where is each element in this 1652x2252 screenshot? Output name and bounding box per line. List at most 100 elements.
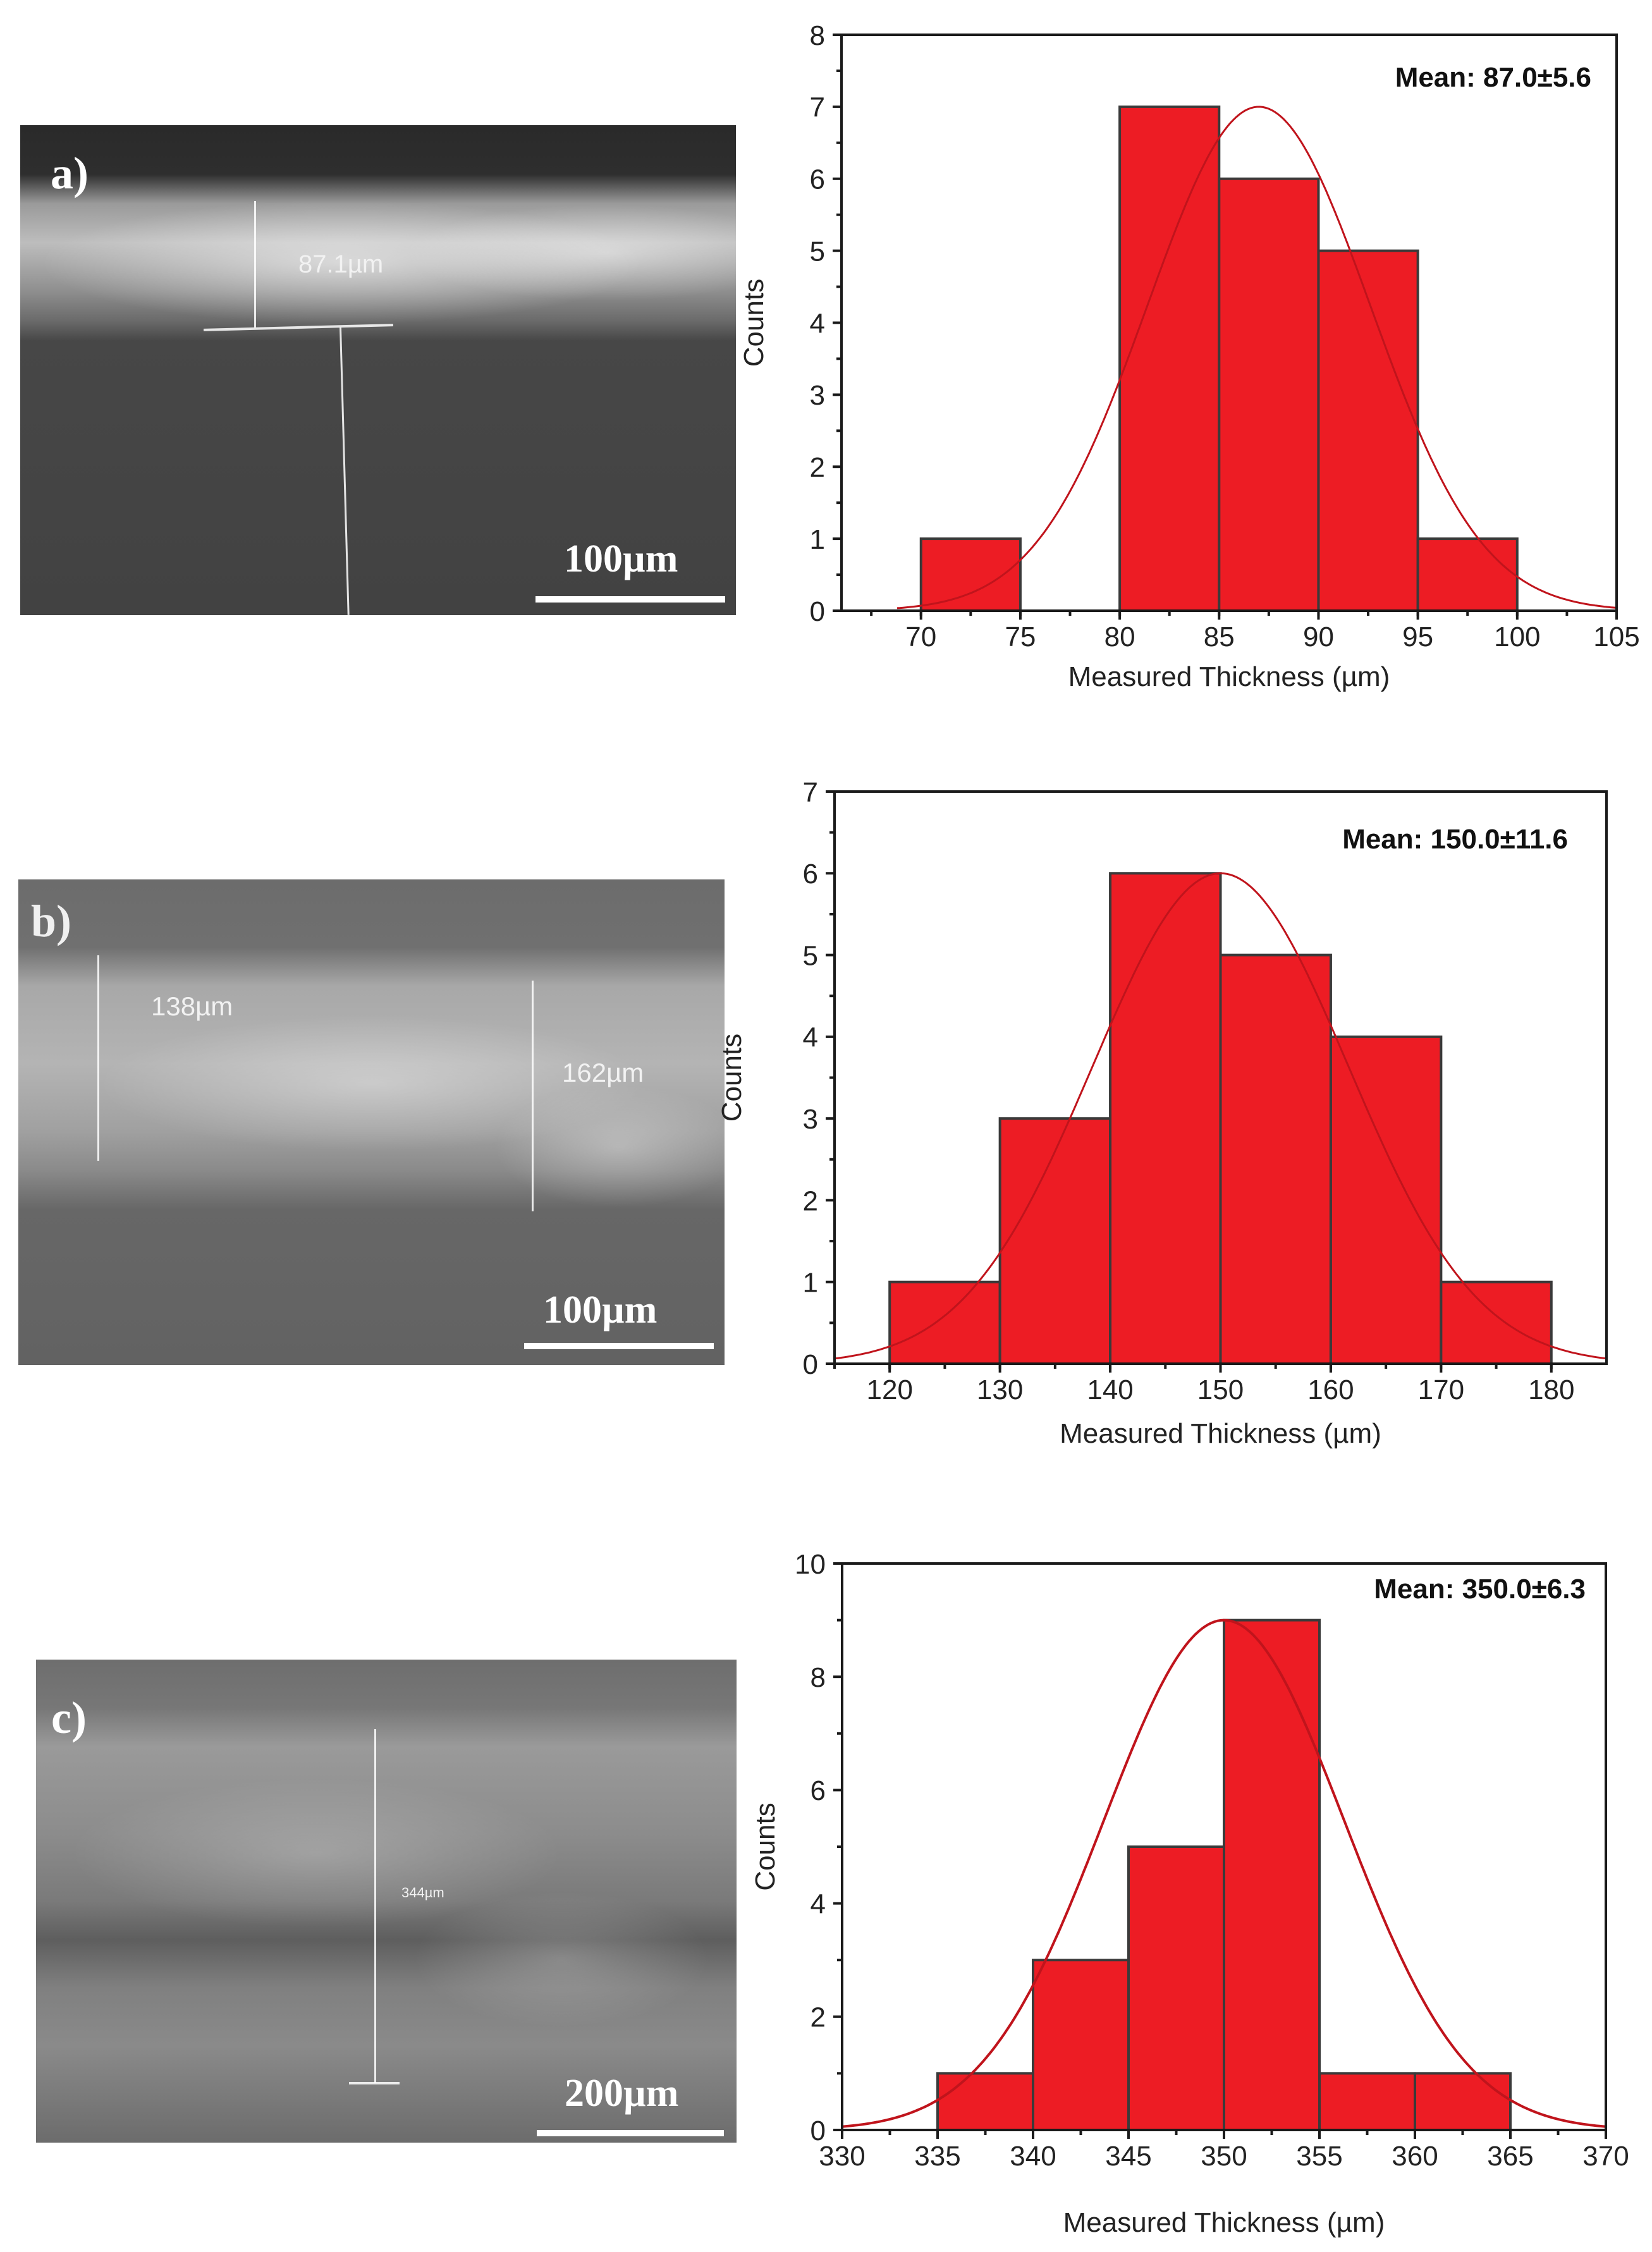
- y-tick-label: 6: [810, 164, 825, 195]
- histogram-bar: [1440, 1280, 1553, 1365]
- x-tick-label: 150: [1197, 1374, 1244, 1405]
- scale-bar-label: 200µm: [565, 2072, 679, 2115]
- histogram-bar: [1118, 105, 1221, 612]
- sem-image-a: a) 87.1µm 100µm: [20, 125, 736, 615]
- mean-annotation: Mean: 350.0±6.3: [1374, 1574, 1586, 1605]
- x-tick-label: 370: [1582, 2141, 1629, 2172]
- measurement-line-right: [532, 981, 534, 1211]
- y-tick-label: 10: [795, 1549, 826, 1580]
- scale-bar-label: 100µm: [564, 537, 678, 580]
- histogram-bar: [919, 537, 1022, 612]
- measurement-label: 344µm: [401, 1885, 444, 1900]
- scale-bar: [537, 2130, 724, 2136]
- gaussian-fit-curve: [834, 872, 1607, 1360]
- histogram-bar: [888, 1280, 1001, 1365]
- measurement-line: [374, 1729, 376, 2083]
- y-tick-label: 7: [810, 92, 825, 123]
- x-tick-label: 170: [1418, 1374, 1464, 1405]
- sem-image-c: c) 344µm 200µm: [36, 1660, 737, 2143]
- panel-label-c: c): [51, 1692, 87, 1743]
- y-tick-label: 6: [811, 1775, 826, 1806]
- histogram-bar: [1329, 1035, 1443, 1366]
- x-tick-label: 365: [1487, 2141, 1533, 2172]
- mean-annotation: Mean: 87.0±5.6: [1395, 62, 1591, 93]
- mean-annotation: Mean: 150.0±11.6: [1342, 824, 1568, 855]
- x-tick-label: 80: [1104, 621, 1135, 652]
- histogram-bar: [936, 2072, 1034, 2131]
- x-tick-label: 330: [819, 2141, 865, 2172]
- measurement-label: 87.1µm: [298, 250, 384, 278]
- y-tick-label: 0: [811, 2115, 826, 2146]
- y-tick-label: 5: [803, 940, 818, 971]
- x-tick-label: 85: [1204, 621, 1235, 652]
- x-tick-label: 95: [1402, 621, 1433, 652]
- panel-label-b: b): [31, 896, 72, 946]
- y-tick-label: 1: [810, 524, 825, 555]
- y-tick-label: 8: [811, 1662, 826, 1693]
- x-tick-label: 75: [1005, 621, 1036, 652]
- histogram-bar: [1032, 1959, 1130, 2131]
- y-tick-label: 0: [803, 1349, 818, 1380]
- x-tick-label: 360: [1392, 2141, 1438, 2172]
- x-axis-label: Measured Thickness (µm): [1068, 661, 1390, 692]
- x-tick-label: 180: [1528, 1374, 1574, 1405]
- y-axis-label: Counts: [738, 279, 769, 367]
- scale-bar: [535, 596, 725, 603]
- histogram-bar: [1109, 872, 1222, 1366]
- y-tick-label: 2: [803, 1185, 818, 1216]
- histogram-bar: [1318, 2072, 1416, 2131]
- x-axis-label: Measured Thickness (µm): [1063, 2207, 1385, 2238]
- gaussian-fit-curve: [841, 1619, 1606, 2128]
- x-tick-label: 130: [977, 1374, 1023, 1405]
- x-tick-label: 160: [1307, 1374, 1354, 1405]
- y-tick-label: 2: [811, 2002, 826, 2033]
- y-axis-label: Counts: [750, 1802, 781, 1890]
- x-tick-label: 345: [1105, 2141, 1151, 2172]
- y-tick-label: 0: [810, 596, 825, 627]
- y-tick-label: 6: [803, 859, 818, 890]
- measurement-label-right: 162µm: [562, 1058, 644, 1087]
- y-tick-label: 3: [810, 380, 825, 411]
- sem-image-b: b) 138µm 162µm 100µm: [18, 879, 725, 1365]
- measurement-line: [254, 201, 256, 327]
- x-tick-label: 340: [1010, 2141, 1056, 2172]
- panel-label-a: a): [51, 148, 89, 199]
- histogram-bar: [1416, 537, 1519, 612]
- y-axis-label: Counts: [716, 1034, 747, 1122]
- x-tick-label: 355: [1296, 2141, 1342, 2172]
- measurement-label-left: 138µm: [151, 991, 233, 1021]
- histogram-bar: [998, 1117, 1112, 1365]
- x-tick-label: 105: [1593, 621, 1639, 652]
- measurement-line-left: [97, 955, 99, 1161]
- measurement-baseline: [349, 2082, 400, 2084]
- histogram-b: 0 1 2 3 4 5 6 7 120 130 140 150 160 170 180 Measured Th…: [716, 777, 1608, 1449]
- histogram-a: 0 1 2 3 4 5 6 7 8 70 75 80 85 90 95 100 105 Measured Thic…: [738, 20, 1640, 692]
- x-tick-label: 90: [1303, 621, 1334, 652]
- y-tick-label: 4: [810, 308, 825, 339]
- histogram-bar: [1218, 177, 1320, 612]
- y-tick-label: 5: [810, 236, 825, 267]
- x-tick-label: 70: [905, 621, 936, 652]
- y-tick-label: 1: [803, 1268, 818, 1299]
- histogram-bar: [1219, 953, 1332, 1365]
- y-tick-label: 3: [803, 1104, 818, 1135]
- scale-bar-label: 100µm: [543, 1288, 658, 1331]
- x-tick-label: 140: [1087, 1374, 1133, 1405]
- histogram-bar: [1127, 1845, 1225, 2131]
- y-tick-label: 4: [811, 1888, 826, 1919]
- scale-bar: [524, 1343, 714, 1349]
- histogram-c: 0 2 4 6 8 10 330 335 340 345 350 355 360 365 370 Measur…: [750, 1549, 1629, 2238]
- x-axis-label: Measured Thickness (µm): [1060, 1418, 1381, 1449]
- y-tick-label: 8: [810, 20, 825, 51]
- gaussian-fit-curve: [896, 106, 1617, 609]
- x-tick-label: 100: [1494, 621, 1540, 652]
- y-tick-label: 2: [810, 452, 825, 483]
- histogram-bar: [1223, 1619, 1321, 2132]
- x-tick-label: 120: [867, 1374, 913, 1405]
- x-tick-label: 335: [914, 2141, 960, 2172]
- y-tick-label: 7: [803, 777, 818, 808]
- y-tick-label: 4: [803, 1022, 818, 1053]
- histogram-bar: [1414, 2072, 1512, 2131]
- x-tick-label: 350: [1201, 2141, 1247, 2172]
